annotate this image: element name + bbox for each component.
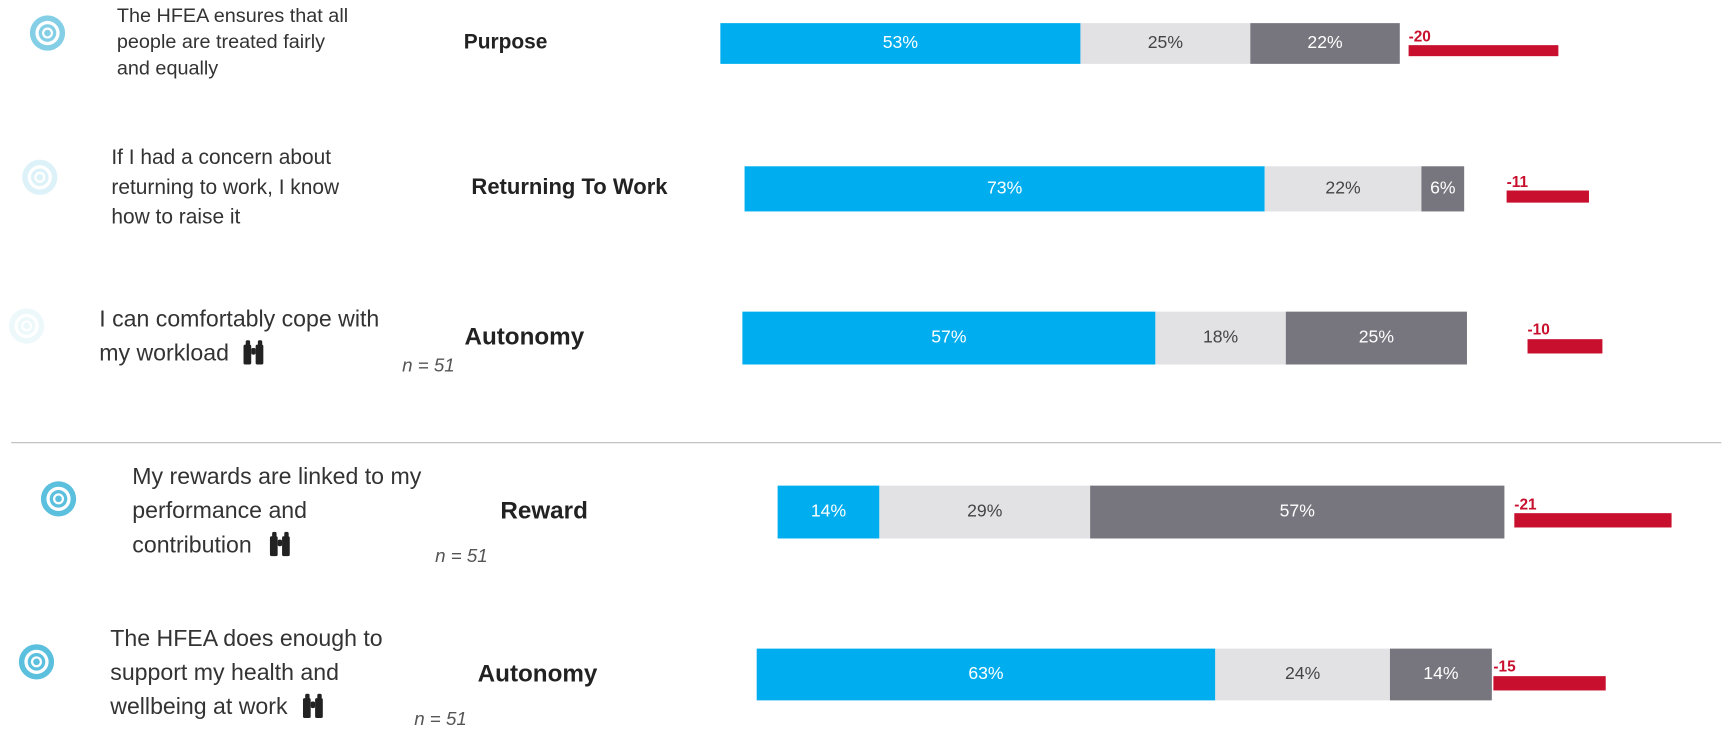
segment-label: 14%	[1423, 663, 1459, 683]
target-icon	[40, 481, 77, 517]
bar-segment	[756, 648, 1216, 701]
bar-segment	[1215, 648, 1390, 701]
sample-size: n = 51	[402, 355, 455, 376]
icon-part	[305, 693, 310, 700]
target-icon	[18, 644, 55, 680]
delta-bar	[1506, 190, 1589, 203]
icon-ring	[34, 171, 46, 183]
icon-ring	[55, 495, 62, 503]
statement: The HFEA ensures that all	[117, 5, 348, 27]
statement: wellbeing at work	[109, 693, 288, 719]
icon-part	[315, 698, 323, 718]
icon-ring	[22, 159, 58, 195]
icon-ring	[21, 320, 33, 332]
icon-ring	[8, 308, 45, 344]
statement: returning to work, I know	[111, 176, 340, 199]
segment-label: 73%	[987, 178, 1023, 198]
icon-part	[245, 340, 251, 346]
delta-bar	[1527, 339, 1603, 354]
segment-label: 22%	[1307, 32, 1343, 52]
statement: people are treated fairly	[117, 31, 325, 53]
bar-segment	[777, 485, 880, 539]
bar-segment	[1250, 23, 1400, 64]
category: Returning To Work	[471, 174, 668, 199]
segment-label: 29%	[967, 501, 1003, 521]
category: Autonomy	[478, 660, 598, 687]
icon-ring	[36, 173, 44, 181]
target-icon	[8, 308, 45, 344]
category: Reward	[500, 497, 587, 524]
target-icon	[22, 159, 58, 195]
segment-label: 18%	[1203, 327, 1239, 347]
icon-part	[251, 347, 256, 355]
statement: performance and	[132, 497, 307, 523]
delta-bar	[1514, 513, 1672, 528]
segment-label: 57%	[931, 327, 967, 347]
icon-part	[277, 539, 283, 547]
bar-segment	[744, 166, 1265, 212]
icon-part	[272, 531, 277, 538]
segment-label: 25%	[1148, 32, 1184, 52]
sample-size: n = 51	[435, 545, 488, 566]
icon-ring	[44, 29, 51, 37]
icon-part	[257, 340, 263, 346]
statement: how to raise it	[111, 206, 240, 229]
bar-segment	[1264, 166, 1422, 212]
icon-part	[302, 698, 311, 718]
icon-ring	[23, 322, 30, 330]
statement: contribution	[132, 531, 251, 557]
icon-part	[243, 344, 252, 365]
statement: If I had a concern about	[111, 146, 331, 169]
statement: I can comfortably cope with	[99, 306, 379, 332]
bar-segment	[1080, 23, 1251, 64]
icon-part	[282, 536, 290, 557]
icon-part	[269, 536, 278, 557]
icon-part	[284, 531, 289, 538]
delta-label: -15	[1493, 658, 1516, 675]
segment-label: 63%	[968, 663, 1004, 683]
segment-label: 24%	[1285, 663, 1321, 683]
bar-segment	[1155, 311, 1286, 365]
segment-label: 57%	[1280, 501, 1316, 521]
binoculars-icon	[269, 531, 290, 557]
bar-segment	[742, 311, 1156, 365]
segment-label: 25%	[1359, 327, 1395, 347]
delta-label: -21	[1514, 497, 1537, 514]
sample-size: n = 51	[414, 708, 467, 729]
bar-segment	[1421, 166, 1465, 212]
delta-label: -20	[1409, 29, 1431, 46]
icon-ring	[27, 165, 52, 190]
bar-segment	[879, 485, 1091, 539]
segment-label: 22%	[1325, 178, 1361, 198]
delta-bar	[1408, 45, 1559, 57]
binoculars-icon	[302, 693, 323, 718]
icon-part	[310, 701, 316, 709]
icon-ring	[30, 168, 49, 187]
statement: My rewards are linked to my	[132, 463, 421, 489]
icon-ring	[14, 313, 39, 339]
icon-part	[255, 344, 264, 365]
bar-segment	[1389, 648, 1492, 701]
segment-label: 6%	[1430, 178, 1456, 198]
statement: The HFEA does enough to	[110, 625, 382, 651]
delta-label: -10	[1528, 321, 1550, 338]
statement: my workload	[99, 340, 229, 366]
binoculars-icon	[243, 340, 264, 365]
delta-label: -11	[1507, 174, 1529, 191]
icon-ring	[33, 658, 40, 666]
bar-segment	[720, 23, 1081, 64]
delta-bar	[1493, 676, 1606, 691]
category: Autonomy	[464, 323, 584, 350]
bar-segment	[1285, 311, 1467, 365]
bar-segment	[1090, 485, 1505, 539]
segment-label: 14%	[811, 501, 847, 521]
statement: support my health and	[110, 659, 339, 685]
icon-ring	[17, 317, 36, 335]
target-icon	[29, 15, 66, 51]
icon-part	[317, 693, 322, 700]
statement: and equally	[117, 58, 218, 80]
segment-label: 53%	[883, 32, 919, 52]
category: Purpose	[464, 30, 548, 53]
